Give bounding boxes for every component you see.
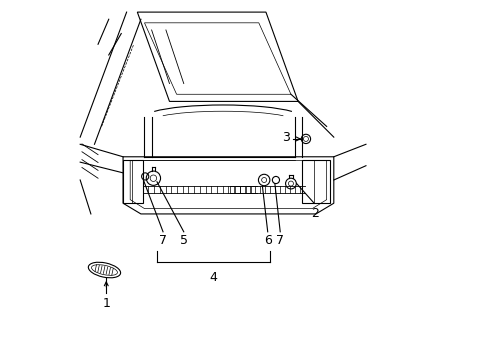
Text: 7: 7: [159, 234, 167, 247]
Text: 2: 2: [311, 207, 319, 220]
Text: 4: 4: [209, 271, 217, 284]
Text: 3: 3: [282, 131, 290, 144]
Text: 6: 6: [263, 234, 271, 247]
Text: 5: 5: [180, 234, 187, 247]
Text: 1: 1: [102, 297, 110, 310]
Text: 7: 7: [276, 234, 284, 247]
